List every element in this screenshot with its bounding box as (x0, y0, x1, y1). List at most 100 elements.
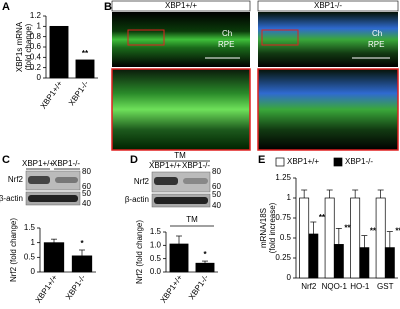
micrograph-zoom (257, 68, 399, 151)
marker: 50 (82, 189, 91, 198)
y-tick-label: 1 (287, 193, 292, 202)
y-tick-label: 0.6 (30, 42, 42, 51)
y-tick-label: 0 (37, 73, 42, 82)
significance: ** (395, 227, 400, 236)
bar (75, 59, 95, 79)
x-tick-label: HO-1 (350, 282, 370, 291)
bar (49, 25, 69, 79)
x-tick-label: NQO-1 (322, 282, 348, 291)
y-axis-label: Nrf2 (fold change) (135, 220, 144, 284)
bar (359, 247, 370, 279)
treatment-label: TM (174, 151, 186, 160)
y-tick-label: 1.2 (30, 11, 42, 20)
y-tick-label: 0.5 (24, 252, 36, 261)
blot-band (25, 170, 81, 191)
y-axis-label: (fold change) (24, 23, 33, 70)
bar (195, 262, 215, 273)
significance: ** (344, 224, 351, 233)
bar (169, 243, 189, 273)
blot-group: XBP1-/- (182, 161, 210, 170)
y-tick-label: 1.5 (24, 223, 36, 232)
y-tick-label: 0 (287, 273, 292, 282)
y-tick-label: 1.25 (275, 173, 291, 182)
blot-group: XBP1+/+ (149, 161, 181, 170)
y-tick-label: 0 (31, 267, 36, 276)
y-axis-label: mRNA/18S (259, 208, 268, 248)
zoom-box (127, 29, 165, 46)
group-label: XBP1-/- (314, 1, 342, 10)
marker: 40 (212, 201, 221, 210)
marker: 40 (82, 199, 91, 208)
y-tick-label: 1 (31, 238, 36, 247)
bar (333, 244, 344, 279)
significance: ** (319, 213, 326, 222)
bar (71, 255, 93, 273)
band (154, 177, 178, 185)
y-tick-label: 1.5 (150, 227, 162, 236)
band (28, 195, 78, 202)
x-tick-label: GST (377, 282, 394, 291)
y-tick-label: 0.8 (30, 32, 42, 41)
x-tick-label: XBP1+/+ (159, 273, 185, 305)
panel-label: A (2, 1, 10, 13)
bar (308, 233, 319, 279)
bar (324, 197, 335, 279)
western-blot: XBP1+/+ XBP1-/- Nrf2 β-actin 80 60 50 40 (0, 159, 91, 208)
panel-label: B (104, 1, 112, 13)
x-tick-label: Nrf2 (301, 282, 317, 291)
blot-row: Nrf2 (134, 177, 150, 186)
marker: 80 (212, 167, 221, 176)
x-tick-label: XBP1+/+ (39, 79, 65, 111)
y-tick-label: 1.0 (150, 240, 162, 249)
y-tick-label: 0.4 (30, 52, 42, 61)
blot-row: Nrf2 (8, 175, 24, 184)
bar (375, 197, 386, 279)
micrograph-panel: XBP1+/+ XBP1-/- Ch RPE Ch RPE (111, 0, 399, 151)
x-tick-label: XBP1+/+ (34, 273, 60, 305)
significance: * (203, 250, 207, 259)
panel-label: E (258, 154, 265, 166)
bar (299, 197, 310, 279)
legend-label: XBP1-/- (345, 157, 373, 166)
blot-group: XBP1+/+ (22, 159, 54, 168)
y-tick-label: 0.25 (275, 253, 291, 262)
significance: * (80, 239, 84, 248)
bar (43, 242, 65, 273)
annotation: TM (186, 215, 198, 224)
layer-label: RPE (368, 40, 384, 49)
layer-label: RPE (218, 40, 234, 49)
x-tick-label: XBP1-/- (67, 79, 91, 107)
bar (350, 197, 361, 279)
y-axis-label: Nrf2 (fold change) (9, 218, 18, 282)
y-tick-label: 0.5 (150, 254, 162, 263)
band (28, 176, 50, 184)
y-tick-label: 0.5 (280, 233, 292, 242)
group-header-box (257, 0, 399, 12)
group-label: XBP1+/+ (165, 1, 197, 10)
y-tick-label: 0.2 (30, 63, 42, 72)
y-tick-label: 0.0 (150, 267, 162, 276)
significance: ** (370, 227, 377, 236)
panel-label: C (2, 154, 10, 166)
y-axis-label: (fold increase) (268, 202, 277, 253)
marker: 50 (212, 190, 221, 199)
y-axis-label: XBP1s mRNA (15, 21, 24, 72)
blot-row: β-actin (0, 194, 23, 203)
marker: 80 (82, 167, 91, 176)
y-tick-label: 0.75 (275, 213, 291, 222)
micrograph-zoom (111, 68, 251, 151)
zoom-box (261, 29, 299, 46)
band (55, 177, 78, 183)
bar (384, 247, 395, 279)
layer-label: Ch (372, 29, 382, 38)
legend-label: XBP1+/+ (287, 157, 319, 166)
panel-label: D (130, 154, 138, 166)
marker: 60 (82, 182, 91, 191)
legend-swatch (275, 157, 285, 167)
legend-swatch (333, 157, 343, 167)
y-tick-label: 1 (37, 21, 42, 30)
layer-label: Ch (222, 29, 232, 38)
x-tick-label: XBP1-/- (64, 273, 88, 301)
blot-row: β-actin (125, 195, 149, 204)
western-blot: TM XBP1+/+ XBP1-/- Nrf2 β-actin 80 60 50… (125, 151, 222, 210)
